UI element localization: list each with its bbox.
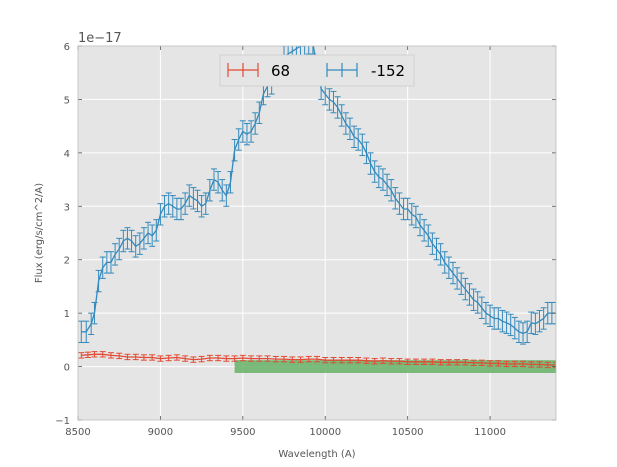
y-axis-label: Flux (erg/s/cm^2/A) — [34, 183, 45, 283]
legend-label-68: 68 — [271, 62, 290, 80]
x-tick-label: 11000 — [474, 427, 506, 438]
legend-box — [219, 54, 415, 87]
legend-marker-68 — [227, 63, 259, 77]
axis-ticks: 8500 9000 9500 10000 10500 11000 −1 0 1 2 3 4 5 6 — [55, 42, 557, 438]
legend-label-minus152: -152 — [371, 62, 405, 80]
y-tick-label: 0 — [64, 363, 70, 374]
x-tick-label: 10000 — [309, 427, 341, 438]
x-tick-label: 8500 — [65, 427, 90, 438]
y-tick-label: 5 — [64, 95, 70, 106]
legend: 68 -152 — [219, 54, 415, 87]
y-scale-label: 1e−17 — [78, 31, 122, 46]
x-axis-label: Wavelength (A) — [278, 449, 355, 460]
x-tick-label: 9500 — [230, 427, 255, 438]
series-line — [81, 353, 556, 366]
y-tick-label: 2 — [64, 256, 70, 267]
y-tick-label: 1 — [64, 309, 70, 320]
y-tick-label: 4 — [64, 149, 70, 160]
y-tick-label: −1 — [55, 416, 70, 427]
y-tick-label: 6 — [64, 42, 70, 53]
y-tick-label: 3 — [64, 202, 70, 213]
legend-marker-minus152 — [326, 63, 358, 77]
x-tick-label: 10500 — [392, 427, 424, 438]
plot-frame — [77, 45, 557, 421]
x-tick-label: 9000 — [148, 427, 173, 438]
series-0 — [78, 351, 556, 369]
